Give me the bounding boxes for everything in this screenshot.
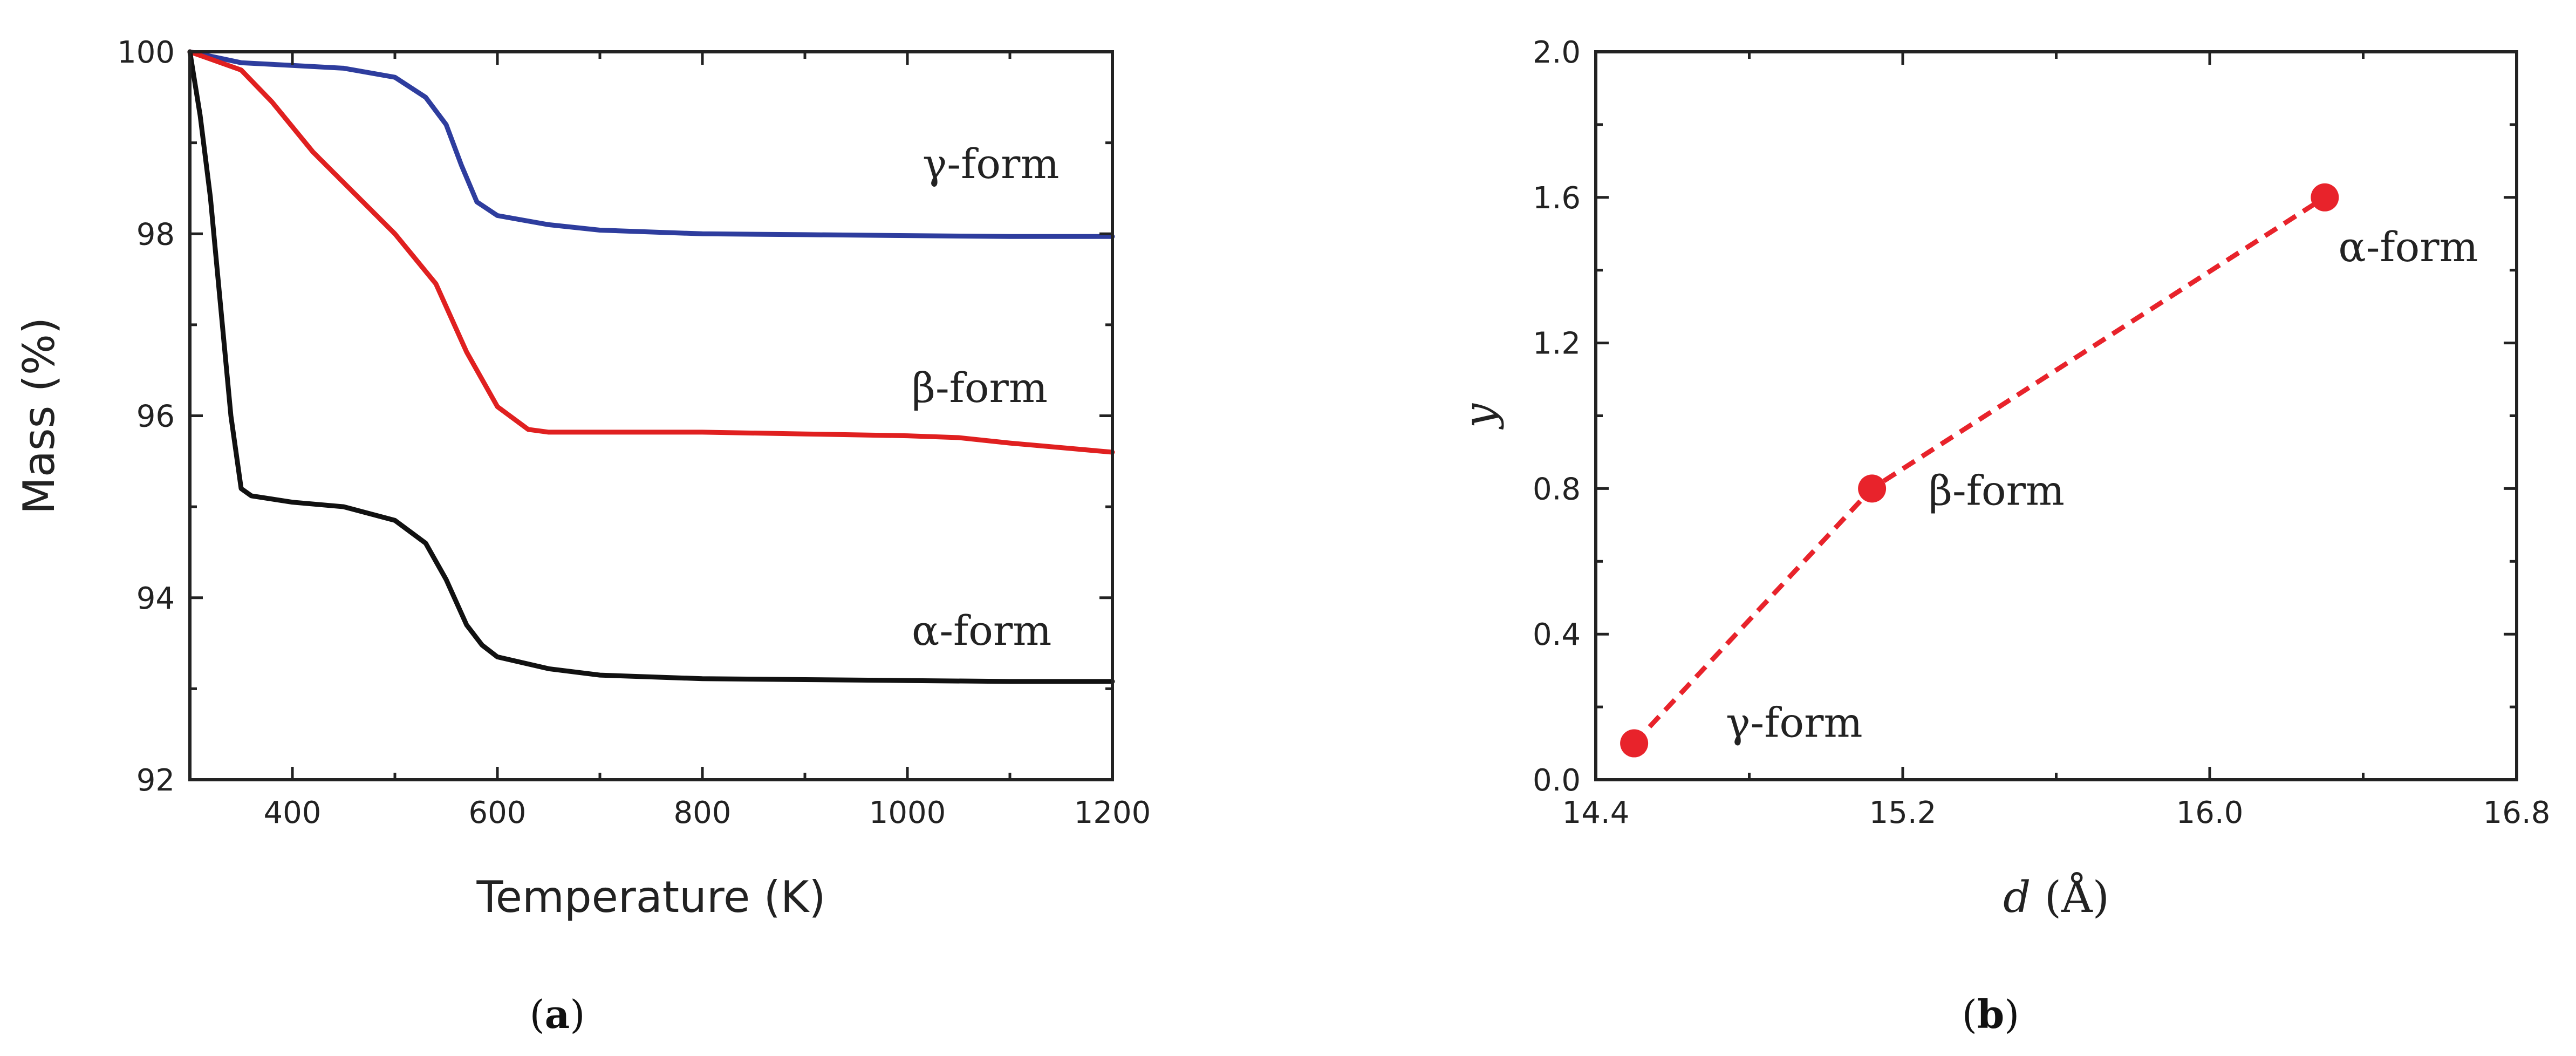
- y-tick-label: 92: [136, 763, 175, 798]
- panel-b-scatter-chart: 14.4 15.2 16.0 16.8 0.0 0.4 0.8 1.2 1.6 2.0 y d (…: [1454, 35, 2550, 1037]
- y-tick-label: 0.8: [1533, 472, 1581, 507]
- panel-a-y-axis-title: Mass (%): [14, 317, 64, 514]
- x-tick-label: 1000: [869, 795, 946, 830]
- panel-a-ticks: 400 600 800 1000 1200 92 94 96 98 100: [117, 35, 1151, 830]
- line-gamma-form: [187, 49, 1115, 239]
- y-tick-label: 98: [136, 217, 175, 252]
- label-alpha-form: α-form: [912, 607, 1051, 655]
- x-tick-label: 1200: [1074, 795, 1151, 830]
- point-alpha-form: [2311, 183, 2339, 212]
- point-gamma-form: [1620, 729, 1649, 758]
- y-tick-label: 0.4: [1533, 617, 1581, 652]
- y-tick-label: 94: [136, 581, 175, 616]
- caption-close-paren: ): [570, 992, 585, 1037]
- y-tick-label: 2.0: [1533, 35, 1581, 70]
- caption-letter-a: a: [545, 991, 570, 1037]
- caption-letter-b: b: [1977, 991, 2004, 1037]
- x-tick-label: 16.0: [2176, 795, 2244, 830]
- line-alpha-form: [187, 49, 1115, 684]
- y-tick-label: 1.2: [1533, 326, 1581, 362]
- x-axis-var-d: d: [2003, 872, 2031, 922]
- point-label-gamma-form: γ-form: [1726, 699, 1862, 747]
- panel-b-ticks: 14.4 15.2 16.0 16.8 0.0 0.4 0.8 1.2 1.6 2.0: [1533, 35, 2550, 830]
- panel-b-points: [1620, 183, 2339, 758]
- caption-close-paren: ): [2004, 992, 2019, 1037]
- caption-open-paren: (: [530, 992, 545, 1037]
- x-tick-label: 600: [469, 795, 527, 830]
- y-tick-label: 1.6: [1533, 181, 1581, 216]
- y-tick-label: 100: [117, 35, 175, 70]
- x-tick-label: 400: [264, 795, 322, 830]
- x-tick-label: 800: [674, 795, 732, 830]
- y-tick-label: 96: [136, 399, 175, 434]
- label-gamma-form: γ-form: [923, 140, 1059, 188]
- x-tick-label: 15.2: [1869, 795, 1937, 830]
- point-label-alpha-form: α-form: [2338, 223, 2478, 271]
- panel-a-series-lines: [187, 49, 1115, 684]
- panel-b-x-axis-title: d (Å): [2003, 871, 2109, 922]
- panel-b-y-axis-title: y: [1454, 403, 1505, 430]
- panel-a-tga-chart: 400 600 800 1000 1200 92 94 96 98 100 Mass (%) Te…: [14, 35, 1151, 1037]
- x-axis-unit: (Å): [2031, 871, 2109, 922]
- line-beta-form: [187, 49, 1115, 455]
- point-label-beta-form: β-form: [1929, 466, 2065, 514]
- caption-open-paren: (: [1962, 992, 1977, 1037]
- panel-b-caption: (b): [1962, 991, 2020, 1037]
- panel-b-plot-frame: [1594, 50, 2518, 781]
- label-beta-form: β-form: [912, 364, 1048, 412]
- panel-a-caption: (a): [530, 991, 585, 1037]
- point-beta-form: [1858, 474, 1887, 503]
- x-tick-label: 14.4: [1562, 795, 1630, 830]
- y-tick-label: 0.0: [1533, 763, 1581, 798]
- panel-a-x-axis-title: Temperature (K): [476, 872, 825, 922]
- x-tick-label: 16.8: [2483, 795, 2551, 830]
